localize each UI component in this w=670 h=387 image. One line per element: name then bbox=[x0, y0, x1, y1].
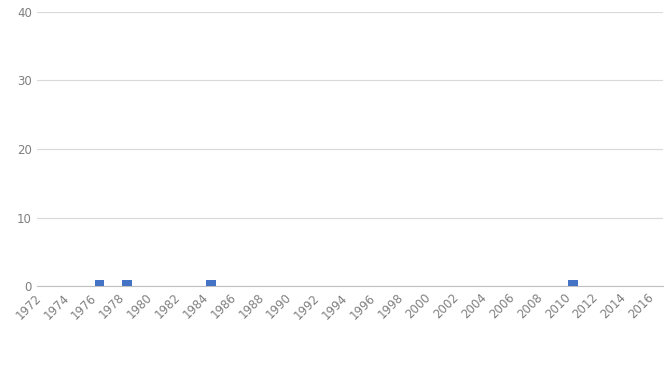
Bar bbox=[123, 279, 132, 286]
Bar bbox=[94, 279, 105, 286]
Bar bbox=[206, 279, 216, 286]
Bar bbox=[568, 279, 578, 286]
